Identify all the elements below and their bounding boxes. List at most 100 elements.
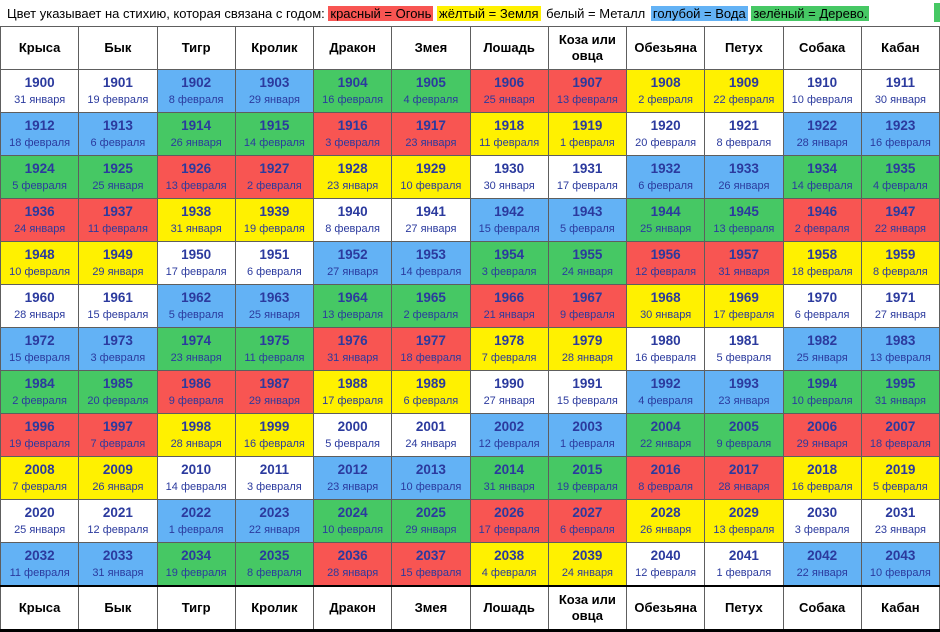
year-cell: 1973 3 февраля bbox=[78, 327, 158, 371]
year-cell: 1993 23 января bbox=[704, 370, 784, 414]
year-value: 1977 bbox=[415, 333, 446, 349]
year-value: 1968 bbox=[650, 290, 681, 306]
new-year-date: 6 февраля bbox=[246, 265, 302, 278]
year-cell: 1986 9 февраля bbox=[156, 370, 236, 414]
year-cell: 1995 31 января bbox=[860, 370, 940, 414]
year-value: 2027 bbox=[572, 505, 603, 521]
new-year-date: 3 февраля bbox=[90, 351, 146, 364]
new-year-date: 11 февраля bbox=[244, 351, 305, 364]
year-cell: 2031 23 января bbox=[860, 499, 940, 543]
year-cell: 1942 15 февраля bbox=[469, 198, 549, 242]
new-year-date: 28 января bbox=[170, 437, 222, 450]
legend-item-metal: белый = Металл bbox=[544, 6, 648, 21]
year-value: 1900 bbox=[24, 75, 55, 91]
year-cell: 1985 20 февраля bbox=[78, 370, 158, 414]
year-value: 1934 bbox=[807, 161, 838, 177]
column-header: Обезьяна bbox=[625, 26, 706, 70]
year-value: 1936 bbox=[24, 204, 55, 220]
year-cell: 1962 5 февраля bbox=[156, 284, 236, 328]
year-value: 2017 bbox=[728, 462, 759, 478]
new-year-date: 10 февраля bbox=[9, 265, 71, 278]
new-year-date: 29 января bbox=[92, 265, 144, 278]
year-cell: 1927 2 февраля bbox=[234, 155, 315, 199]
year-value: 1920 bbox=[650, 118, 681, 134]
year-value: 1954 bbox=[494, 247, 525, 263]
year-value: 1942 bbox=[494, 204, 525, 220]
year-cell: 2036 28 января bbox=[312, 542, 393, 587]
new-year-date: 14 февраля bbox=[165, 480, 227, 493]
year-cell: 1916 3 февраля bbox=[312, 112, 393, 156]
year-value: 1906 bbox=[494, 75, 525, 91]
new-year-date: 29 января bbox=[248, 93, 300, 106]
year-cell: 1958 18 февраля bbox=[782, 241, 862, 285]
year-cell: 1917 23 января bbox=[391, 112, 471, 156]
new-year-date: 25 января bbox=[92, 179, 144, 192]
new-year-date: 16 февраля bbox=[322, 93, 384, 106]
column-header: Дракон bbox=[312, 585, 393, 631]
year-cell: 2011 3 февраля bbox=[234, 456, 315, 500]
year-cell: 2004 22 января bbox=[625, 413, 706, 457]
year-value: 2001 bbox=[415, 419, 446, 435]
year-cell: 2021 12 февраля bbox=[78, 499, 158, 543]
year-value: 1916 bbox=[337, 118, 368, 134]
year-value: 1997 bbox=[102, 419, 133, 435]
year-value: 1903 bbox=[259, 75, 290, 91]
new-year-date: 19 февраля bbox=[87, 93, 149, 106]
year-cell: 2039 24 января bbox=[547, 542, 628, 587]
year-value: 1992 bbox=[650, 376, 681, 392]
year-value: 1923 bbox=[885, 118, 916, 134]
new-year-date: 19 февраля bbox=[9, 437, 71, 450]
year-cell: 1953 14 февраля bbox=[391, 241, 471, 285]
legend-item-fire: красный = Огонь bbox=[328, 6, 434, 21]
year-cell: 1959 8 февраля bbox=[860, 241, 940, 285]
year-cell: 1935 4 февраля bbox=[860, 155, 940, 199]
year-cell: 2002 12 февраля bbox=[469, 413, 549, 457]
year-value: 2040 bbox=[650, 548, 681, 564]
year-value: 1952 bbox=[337, 247, 368, 263]
footer-row: Крыса Бык Тигр Кролик Дракон Змея Лошадь Коза и… bbox=[0, 585, 940, 631]
year-value: 2033 bbox=[102, 548, 133, 564]
table-header: Крыса Бык Тигр Кролик Дракон Змея Лошадь Коза и… bbox=[0, 26, 940, 70]
new-year-date: 22 января bbox=[796, 566, 848, 579]
year-cell: 1951 6 февраля bbox=[234, 241, 315, 285]
new-year-date: 30 января bbox=[874, 93, 926, 106]
year-value: 2005 bbox=[728, 419, 759, 435]
legend-item-wood: зелёный = Дерево. bbox=[751, 6, 870, 21]
new-year-date: 9 февраля bbox=[168, 394, 224, 407]
year-value: 1964 bbox=[337, 290, 368, 306]
new-year-date: 6 февраля bbox=[638, 179, 694, 192]
year-cell: 1905 4 февраля bbox=[391, 69, 471, 113]
year-cell: 1964 13 февраля bbox=[312, 284, 393, 328]
new-year-date: 22 января bbox=[640, 437, 692, 450]
year-cell: 1949 29 января bbox=[78, 241, 158, 285]
column-header: Коза или овца bbox=[547, 585, 628, 631]
year-row: 1972 15 февраля 1973 3 февраля 1974 23 января… bbox=[0, 327, 940, 371]
year-value: 2025 bbox=[415, 505, 446, 521]
year-value: 1985 bbox=[102, 376, 133, 392]
new-year-date: 19 февраля bbox=[556, 480, 618, 493]
new-year-date: 23 января bbox=[405, 136, 457, 149]
new-year-date: 10 февраля bbox=[322, 523, 384, 536]
year-cell: 1982 25 января bbox=[782, 327, 862, 371]
year-cell: 1941 27 января bbox=[391, 198, 471, 242]
year-value: 1987 bbox=[259, 376, 290, 392]
new-year-date: 2 февраля bbox=[246, 179, 302, 192]
new-year-date: 22 февраля bbox=[713, 93, 775, 106]
new-year-date: 31 января bbox=[92, 566, 144, 579]
new-year-date: 25 января bbox=[796, 351, 848, 364]
new-year-date: 22 января bbox=[874, 222, 926, 235]
column-header: Крыса bbox=[0, 26, 80, 70]
new-year-date: 6 февраля bbox=[794, 308, 850, 321]
year-value: 1928 bbox=[337, 161, 368, 177]
new-year-date: 16 февраля bbox=[635, 351, 697, 364]
year-value: 2023 bbox=[259, 505, 290, 521]
year-cell: 1939 19 февраля bbox=[234, 198, 315, 242]
year-cell: 1988 17 февраля bbox=[312, 370, 393, 414]
year-cell: 1914 26 января bbox=[156, 112, 236, 156]
year-value: 1904 bbox=[337, 75, 368, 91]
new-year-date: 5 февраля bbox=[716, 351, 772, 364]
year-cell: 2001 24 января bbox=[391, 413, 471, 457]
new-year-date: 3 февраля bbox=[794, 523, 850, 536]
year-value: 2020 bbox=[24, 505, 55, 521]
year-cell: 1976 31 января bbox=[312, 327, 393, 371]
